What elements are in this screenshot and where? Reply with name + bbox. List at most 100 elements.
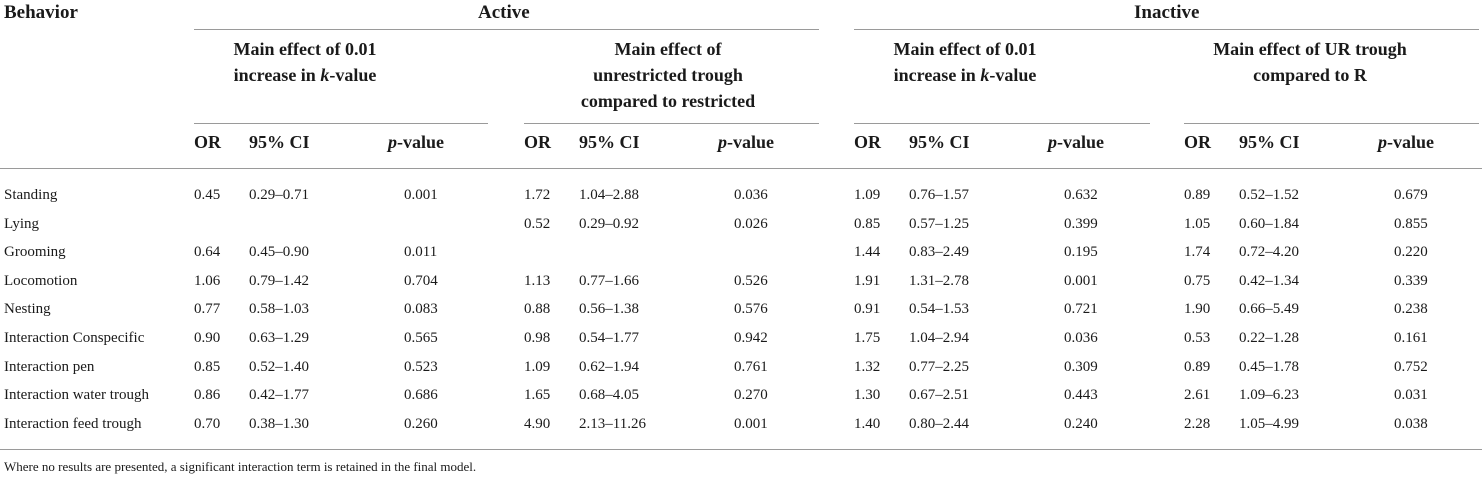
col-header-p-value: p-value [388, 132, 444, 152]
footnote: Where no results are presented, a signif… [4, 459, 477, 474]
behavior-label: Locomotion [4, 272, 78, 289]
cell-ci: 1.04–2.88 [579, 187, 639, 203]
cell-p-value: 0.752 [1394, 358, 1428, 375]
cell-p-value: 0.038 [1394, 415, 1428, 432]
cell-p-value: 0.240 [1064, 415, 1098, 432]
cell-ci: 0.54–1.77 [579, 330, 639, 346]
cell-ci: 0.52–1.40 [249, 358, 309, 375]
cell-p-value: 0.001 [734, 415, 768, 432]
cell-or: 0.89 [1184, 358, 1211, 375]
cell-ci: 0.29–0.92 [579, 215, 639, 232]
inactive-divider [854, 29, 1479, 30]
cell-or: 1.75 [854, 330, 881, 346]
cell-ci: 0.42–1.34 [1239, 272, 1299, 289]
cell-or: 2.28 [1184, 415, 1211, 432]
group-header-active-trough: Main effect of unrestricted trough compa… [580, 39, 756, 111]
behavior-label: Interaction water trough [4, 387, 149, 404]
col-header-p-value: p-value [718, 132, 774, 152]
cell-p-value: 0.942 [734, 330, 768, 346]
cell-p-value: 0.161 [1394, 330, 1428, 346]
cell-ci: 0.67–2.51 [909, 387, 969, 404]
col-header-p-value: p-value [1378, 132, 1434, 152]
cell-or: 1.91 [854, 272, 881, 289]
cell-or: 0.85 [854, 215, 881, 232]
behavior-label: Grooming [4, 244, 66, 261]
cell-or: 0.98 [524, 330, 551, 346]
cell-ci: 0.56–1.38 [579, 301, 639, 318]
cell-p-value: 0.220 [1394, 244, 1428, 261]
cell-or: 1.74 [1184, 244, 1211, 261]
cell-p-value: 0.526 [734, 272, 768, 289]
active-divider [194, 29, 819, 30]
cell-p-value: 0.011 [404, 244, 438, 261]
cell-p-value: 0.036 [1064, 330, 1098, 346]
cell-ci: 0.77–2.25 [909, 358, 969, 375]
behavior-label: Nesting [4, 301, 51, 318]
col-header-or: OR [524, 132, 551, 152]
col-header-ci: 95% CI [909, 132, 970, 152]
cell-ci: 1.04–2.94 [909, 330, 969, 346]
inactive-header: Inactive [1134, 2, 1200, 23]
col-header-or: OR [854, 132, 881, 152]
cell-ci: 0.42–1.77 [249, 387, 309, 404]
cell-or: 1.44 [854, 244, 881, 261]
group-header-inactive-trough: Main effect of UR trough compared to R [1213, 39, 1407, 85]
cell-p-value: 0.686 [404, 387, 438, 404]
header-bottom-rule [0, 168, 1482, 169]
cell-ci: 0.68–4.05 [579, 387, 639, 404]
cell-p-value: 0.238 [1394, 301, 1428, 318]
cell-p-value: 0.632 [1064, 187, 1098, 203]
cell-p-value: 0.001 [1064, 272, 1098, 289]
cell-or: 4.90 [524, 415, 551, 432]
col-header-ci: 95% CI [249, 132, 310, 152]
cell-ci: 0.22–1.28 [1239, 330, 1299, 346]
group-header-active-k: Main effect of 0.01 increase in k-value [233, 39, 377, 85]
cell-or: 0.70 [194, 415, 221, 432]
cell-or: 0.86 [194, 387, 221, 404]
cell-or: 1.30 [854, 387, 881, 404]
table-bottom-rule [0, 449, 1482, 450]
group-header-inactive-k: Main effect of 0.01 increase in k-value [893, 39, 1037, 85]
group-divider-4 [1184, 123, 1479, 124]
cell-p-value: 0.195 [1064, 244, 1098, 261]
cell-ci: 0.57–1.25 [909, 215, 969, 232]
cell-ci: 0.60–1.84 [1239, 215, 1299, 232]
cell-or: 0.53 [1184, 330, 1211, 346]
cell-ci: 0.79–1.42 [249, 272, 309, 289]
cell-p-value: 0.270 [734, 387, 768, 404]
cell-or: 1.32 [854, 358, 881, 375]
cell-or: 0.52 [524, 215, 551, 232]
behavior-label: Standing [4, 187, 58, 203]
cell-ci: 0.29–0.71 [249, 187, 309, 203]
cell-p-value: 0.339 [1394, 272, 1428, 289]
col-header-p-value: p-value [1048, 132, 1104, 152]
cell-ci: 0.63–1.29 [249, 330, 309, 346]
cell-or: 0.77 [194, 301, 221, 318]
cell-ci: 2.13–11.26 [579, 415, 646, 432]
cell-or: 1.13 [524, 272, 551, 289]
cell-or: 1.72 [524, 187, 551, 203]
cell-or: 1.40 [854, 415, 881, 432]
cell-p-value: 0.260 [404, 415, 438, 432]
behavior-label: Interaction Conspecific [4, 330, 145, 346]
cell-p-value: 0.565 [404, 330, 438, 346]
cell-or: 0.45 [194, 187, 221, 203]
cell-ci: 0.80–2.44 [909, 415, 969, 432]
cell-p-value: 0.523 [404, 358, 438, 375]
cell-p-value: 0.001 [404, 187, 438, 203]
cell-p-value: 0.026 [734, 215, 768, 232]
cell-or: 1.09 [524, 358, 551, 375]
cell-p-value: 0.576 [734, 301, 768, 318]
behavior-label: Interaction feed trough [4, 415, 142, 432]
cell-or: 0.88 [524, 301, 551, 318]
cell-p-value: 0.679 [1394, 187, 1428, 203]
cell-or: 1.90 [1184, 301, 1211, 318]
group-divider-2 [524, 123, 819, 124]
cell-p-value: 0.083 [404, 301, 438, 318]
cell-or: 1.05 [1184, 215, 1211, 232]
cell-p-value: 0.309 [1064, 358, 1098, 375]
group-divider-3 [854, 123, 1150, 124]
cell-ci: 0.52–1.52 [1239, 187, 1299, 203]
behavior-header: Behavior [4, 2, 78, 23]
cell-p-value: 0.855 [1394, 215, 1428, 232]
